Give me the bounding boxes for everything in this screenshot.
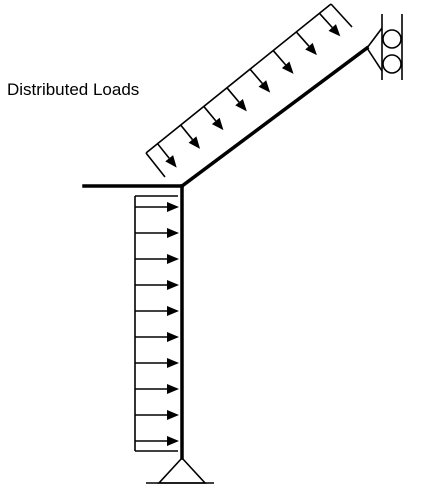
inclined-distributed-load — [145, 3, 353, 178]
load-arrow — [135, 436, 179, 446]
load-arrow — [226, 87, 247, 112]
inclined-load-envelope — [145, 3, 332, 154]
inclined-load-end-left — [145, 152, 166, 178]
inclined-member — [179, 45, 370, 189]
load-arrow — [135, 202, 179, 212]
roller-bracket-bottom — [366, 47, 383, 72]
load-arrow — [135, 280, 179, 290]
load-arrow — [295, 31, 317, 56]
load-arrow — [135, 254, 179, 264]
frame-members — [82, 45, 370, 460]
roller-bracket-top — [366, 27, 383, 49]
roller-wheel-bottom — [382, 54, 402, 74]
load-arrow — [318, 12, 341, 37]
load-arrow — [203, 105, 224, 131]
load-arrow — [135, 410, 179, 420]
pin-support — [146, 456, 214, 484]
roller-support — [366, 14, 403, 80]
column-distributed-load — [134, 195, 179, 452]
load-arrow — [135, 306, 179, 316]
load-arrow — [180, 124, 201, 149]
load-arrow — [272, 50, 294, 74]
pin-support-triangle — [157, 456, 207, 484]
load-arrow — [135, 384, 179, 394]
load-arrow — [135, 358, 179, 368]
load-arrow — [135, 332, 179, 342]
roller-wheel-top — [382, 29, 402, 49]
distributed-loads-label: Distributed Loads — [7, 80, 139, 99]
load-arrow — [249, 68, 271, 93]
inclined-load-end-right — [330, 3, 353, 28]
load-arrow — [156, 143, 177, 168]
load-arrow — [135, 228, 179, 238]
